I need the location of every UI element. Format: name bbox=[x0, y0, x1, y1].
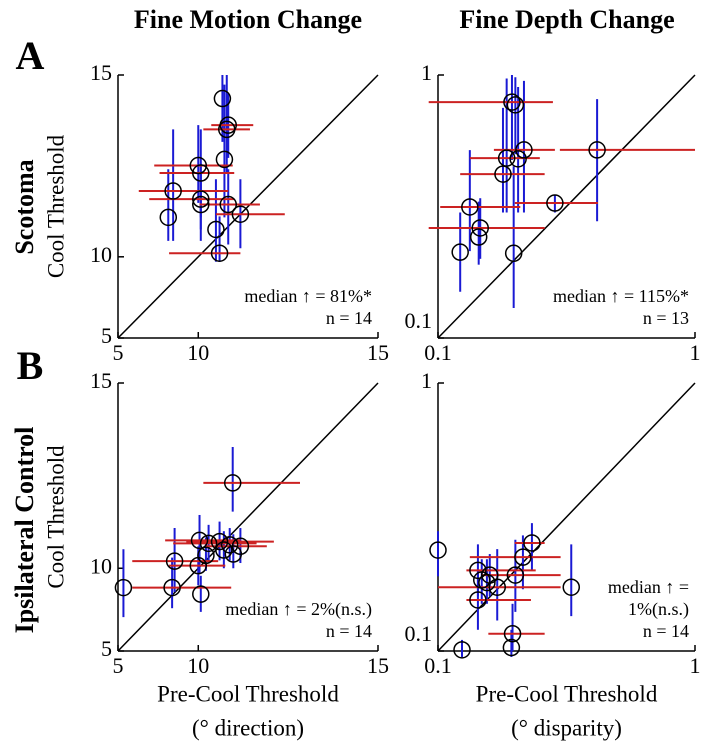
data-point bbox=[502, 638, 521, 657]
data-point bbox=[546, 194, 564, 212]
y-tick-label: 5 bbox=[101, 636, 112, 661]
annotation: median ↑ = 81%* bbox=[244, 286, 372, 306]
data-point bbox=[451, 243, 469, 261]
x-axis-label: (° disparity) bbox=[511, 715, 622, 740]
data-point bbox=[190, 531, 209, 550]
annotation: n = 14 bbox=[326, 308, 372, 328]
data-point bbox=[523, 534, 541, 552]
y-tick-label: 10 bbox=[90, 553, 112, 578]
data-point bbox=[514, 548, 532, 566]
x-axis-label: (° direction) bbox=[192, 715, 304, 740]
data-point bbox=[210, 244, 229, 262]
annotation: median ↑ = 115%* bbox=[553, 286, 689, 306]
unity-line bbox=[437, 74, 696, 339]
data-point bbox=[588, 141, 606, 159]
x-tick-label: 10 bbox=[187, 653, 209, 678]
row-letter: B bbox=[17, 343, 44, 388]
data-point bbox=[509, 150, 527, 168]
x-tick-label: 1 bbox=[690, 340, 701, 365]
data-point bbox=[189, 556, 208, 575]
data-point bbox=[223, 474, 242, 492]
x-tick-label: 1 bbox=[690, 653, 701, 678]
column-title: Fine Motion Change bbox=[134, 5, 362, 34]
x-tick-label: 15 bbox=[367, 653, 389, 678]
y-axis-label: Cool Threshold bbox=[43, 445, 68, 589]
data-point bbox=[471, 219, 489, 237]
y-tick-label: 15 bbox=[90, 60, 112, 85]
data-point bbox=[506, 96, 525, 114]
data-point bbox=[213, 89, 232, 108]
data-point bbox=[219, 195, 237, 214]
y-tick-label: 15 bbox=[90, 368, 112, 393]
x-tick-label: 0.1 bbox=[424, 653, 452, 678]
data-point bbox=[164, 182, 182, 200]
x-axis-label: Pre-Cool Threshold bbox=[476, 681, 658, 706]
annotation: median ↑ = 2%(n.s.) bbox=[225, 599, 372, 620]
data-point bbox=[163, 578, 181, 597]
data-point bbox=[165, 552, 184, 570]
unity-line bbox=[117, 382, 379, 652]
data-point bbox=[494, 165, 512, 183]
data-point bbox=[224, 545, 243, 563]
data-point bbox=[515, 141, 533, 159]
data-point bbox=[215, 150, 234, 169]
row-letter: A bbox=[16, 33, 45, 78]
row-title: Scotoma bbox=[10, 159, 39, 254]
row-title: Ipsilateral Control bbox=[10, 427, 39, 634]
data-point bbox=[469, 228, 488, 246]
data-point bbox=[192, 195, 210, 214]
column-title: Fine Depth Change bbox=[459, 5, 674, 34]
data-point bbox=[231, 205, 250, 223]
data-point bbox=[503, 624, 522, 643]
data-point bbox=[461, 198, 479, 216]
data-point bbox=[220, 536, 239, 554]
data-point bbox=[497, 149, 516, 167]
data-point bbox=[478, 573, 496, 592]
data-point bbox=[199, 534, 218, 553]
y-tick-label: 0.1 bbox=[405, 621, 433, 646]
data-point bbox=[504, 244, 523, 263]
annotation: n = 13 bbox=[643, 308, 689, 328]
x-axis-label: Pre-Cool Threshold bbox=[157, 681, 339, 706]
data-point bbox=[488, 578, 506, 596]
x-tick-label: 5 bbox=[113, 653, 124, 678]
annotation: n = 14 bbox=[643, 621, 689, 641]
data-point bbox=[215, 541, 233, 559]
y-tick-label: 0.1 bbox=[405, 308, 433, 333]
data-point bbox=[192, 585, 210, 603]
data-point bbox=[210, 532, 229, 551]
data-point bbox=[429, 541, 447, 559]
annotation: n = 14 bbox=[326, 621, 372, 641]
annotation: median ↑ = bbox=[608, 577, 689, 597]
y-tick-label: 1 bbox=[421, 60, 432, 85]
x-tick-label: 15 bbox=[367, 340, 389, 365]
data-point bbox=[192, 164, 210, 182]
data-point bbox=[469, 591, 487, 609]
data-point bbox=[453, 641, 471, 659]
data-point bbox=[207, 220, 225, 239]
y-tick-label: 1 bbox=[421, 368, 432, 393]
data-point bbox=[562, 578, 581, 596]
data-point bbox=[192, 190, 210, 208]
y-tick-label: 10 bbox=[90, 242, 112, 267]
data-point bbox=[469, 561, 487, 580]
unity-line bbox=[117, 74, 379, 339]
x-tick-label: 5 bbox=[113, 340, 124, 365]
data-point bbox=[114, 578, 133, 597]
data-point bbox=[503, 93, 521, 111]
data-point bbox=[219, 116, 237, 134]
y-tick-label: 5 bbox=[101, 323, 112, 348]
data-point bbox=[159, 208, 178, 227]
annotation: 1%(n.s.) bbox=[628, 599, 689, 620]
data-point bbox=[506, 566, 525, 584]
x-tick-label: 0.1 bbox=[424, 340, 452, 365]
y-axis-label: Cool Threshold bbox=[43, 134, 68, 278]
data-point bbox=[189, 156, 208, 175]
x-tick-label: 10 bbox=[187, 340, 209, 365]
unity-line bbox=[437, 382, 696, 652]
